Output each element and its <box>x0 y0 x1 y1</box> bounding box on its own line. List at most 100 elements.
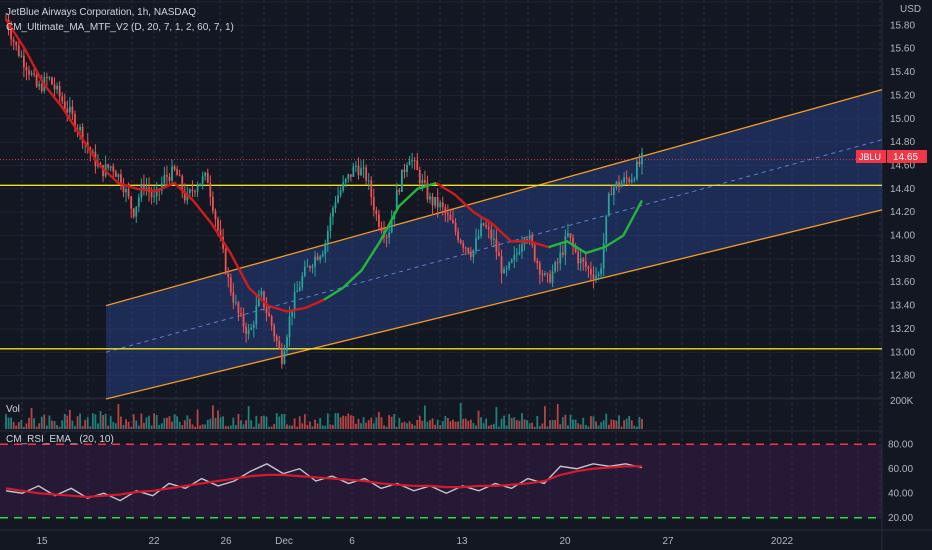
volume-bar <box>367 420 370 429</box>
volume-bar <box>380 417 383 429</box>
volume-bar <box>12 422 15 429</box>
candle-body <box>319 256 322 260</box>
volume-bar <box>638 416 641 429</box>
volume-bar <box>434 424 437 429</box>
volume-bar <box>510 418 513 429</box>
candle-body <box>125 189 127 193</box>
candle-body <box>362 167 365 169</box>
badge-symbol-bg <box>856 150 886 163</box>
candle-body <box>564 236 567 255</box>
candle-body <box>40 84 43 92</box>
volume-bar <box>145 417 148 429</box>
candle-body <box>607 193 610 216</box>
volume-bar <box>130 426 133 429</box>
volume-bar <box>533 426 536 429</box>
volume-bar <box>487 425 490 429</box>
candle-body <box>114 171 117 177</box>
volume-bar <box>280 414 283 429</box>
volume-bar <box>209 418 212 429</box>
candle-body <box>395 189 398 212</box>
candle-body <box>592 274 595 279</box>
candle-body <box>102 165 104 177</box>
volume-bar <box>352 416 355 429</box>
candle-body <box>324 242 327 255</box>
volume-bar <box>204 424 207 429</box>
volume-bar <box>592 416 595 429</box>
candle-body <box>584 261 587 267</box>
volume-bar <box>150 425 153 429</box>
candle-body <box>380 226 383 232</box>
volume-bar <box>561 417 564 429</box>
candle-body <box>398 189 401 192</box>
volume-bar <box>224 425 227 429</box>
volume-bar <box>240 420 242 429</box>
volume-bar <box>247 406 250 429</box>
candle-body <box>137 197 140 207</box>
volume-bar <box>600 422 603 429</box>
candle-body <box>91 151 94 154</box>
volume-bar <box>275 413 278 429</box>
volume-bar <box>378 411 380 429</box>
volume-bar <box>260 416 263 429</box>
volume-bars <box>5 403 643 429</box>
candle-body <box>160 183 163 191</box>
symbol-title: JetBlue Airways Corporation, 1h, NASDAQ <box>6 7 196 18</box>
volume-bar <box>500 418 503 429</box>
volume-bar <box>171 421 173 429</box>
volume-bar <box>191 424 194 429</box>
candle-body <box>367 180 370 182</box>
badge-price: 14.65 <box>893 152 918 163</box>
volume-bar <box>30 407 33 429</box>
candle-body <box>214 210 217 220</box>
candle-body <box>630 179 633 183</box>
volume-bar <box>559 424 562 429</box>
volume-bar <box>81 426 84 429</box>
volume-bar <box>618 415 620 429</box>
volume-bar <box>143 422 145 429</box>
volume-bar <box>572 419 574 429</box>
candle-body <box>10 30 13 40</box>
candle-body <box>211 196 214 211</box>
candle-body <box>296 290 299 292</box>
candle-body <box>628 179 631 183</box>
volume-bar <box>403 421 406 429</box>
volume-bar <box>549 420 551 429</box>
volume-bar <box>541 423 544 429</box>
volume-bar <box>127 421 130 429</box>
time-tick-label: 26 <box>220 536 232 547</box>
volume-bar <box>357 418 360 429</box>
volume-bar <box>137 425 140 429</box>
volume-bar <box>388 414 391 429</box>
candle-body <box>291 310 293 317</box>
candle-body <box>459 240 462 244</box>
price-tick-label: 14.20 <box>890 207 915 218</box>
volume-bar <box>102 415 104 429</box>
price-tick-label: 15.00 <box>890 114 915 125</box>
volume-bar <box>462 418 465 429</box>
candle-body <box>500 256 503 274</box>
candle-body <box>273 325 276 337</box>
candle-body <box>615 181 618 188</box>
price-tick-label: 13.80 <box>890 254 915 265</box>
rsi-ema-line <box>5 465 642 499</box>
volume-bar <box>567 425 569 429</box>
volume-bar <box>79 413 81 429</box>
volume-bar <box>15 425 18 429</box>
volume-bar <box>234 425 237 429</box>
candle-body <box>472 250 475 258</box>
volume-bar <box>584 424 587 429</box>
candle-body <box>229 277 232 293</box>
candle-body <box>429 196 431 200</box>
volume-bar <box>250 420 253 429</box>
candle-body <box>173 166 176 170</box>
candle-body <box>112 166 115 172</box>
volume-bar <box>577 423 580 429</box>
candle-body <box>605 215 608 244</box>
volume-bar <box>449 421 452 429</box>
ma-line-down-2 <box>435 181 549 249</box>
candle-body <box>528 235 531 240</box>
price-tick-label: 14.40 <box>890 184 915 195</box>
volume-bar <box>490 424 493 429</box>
